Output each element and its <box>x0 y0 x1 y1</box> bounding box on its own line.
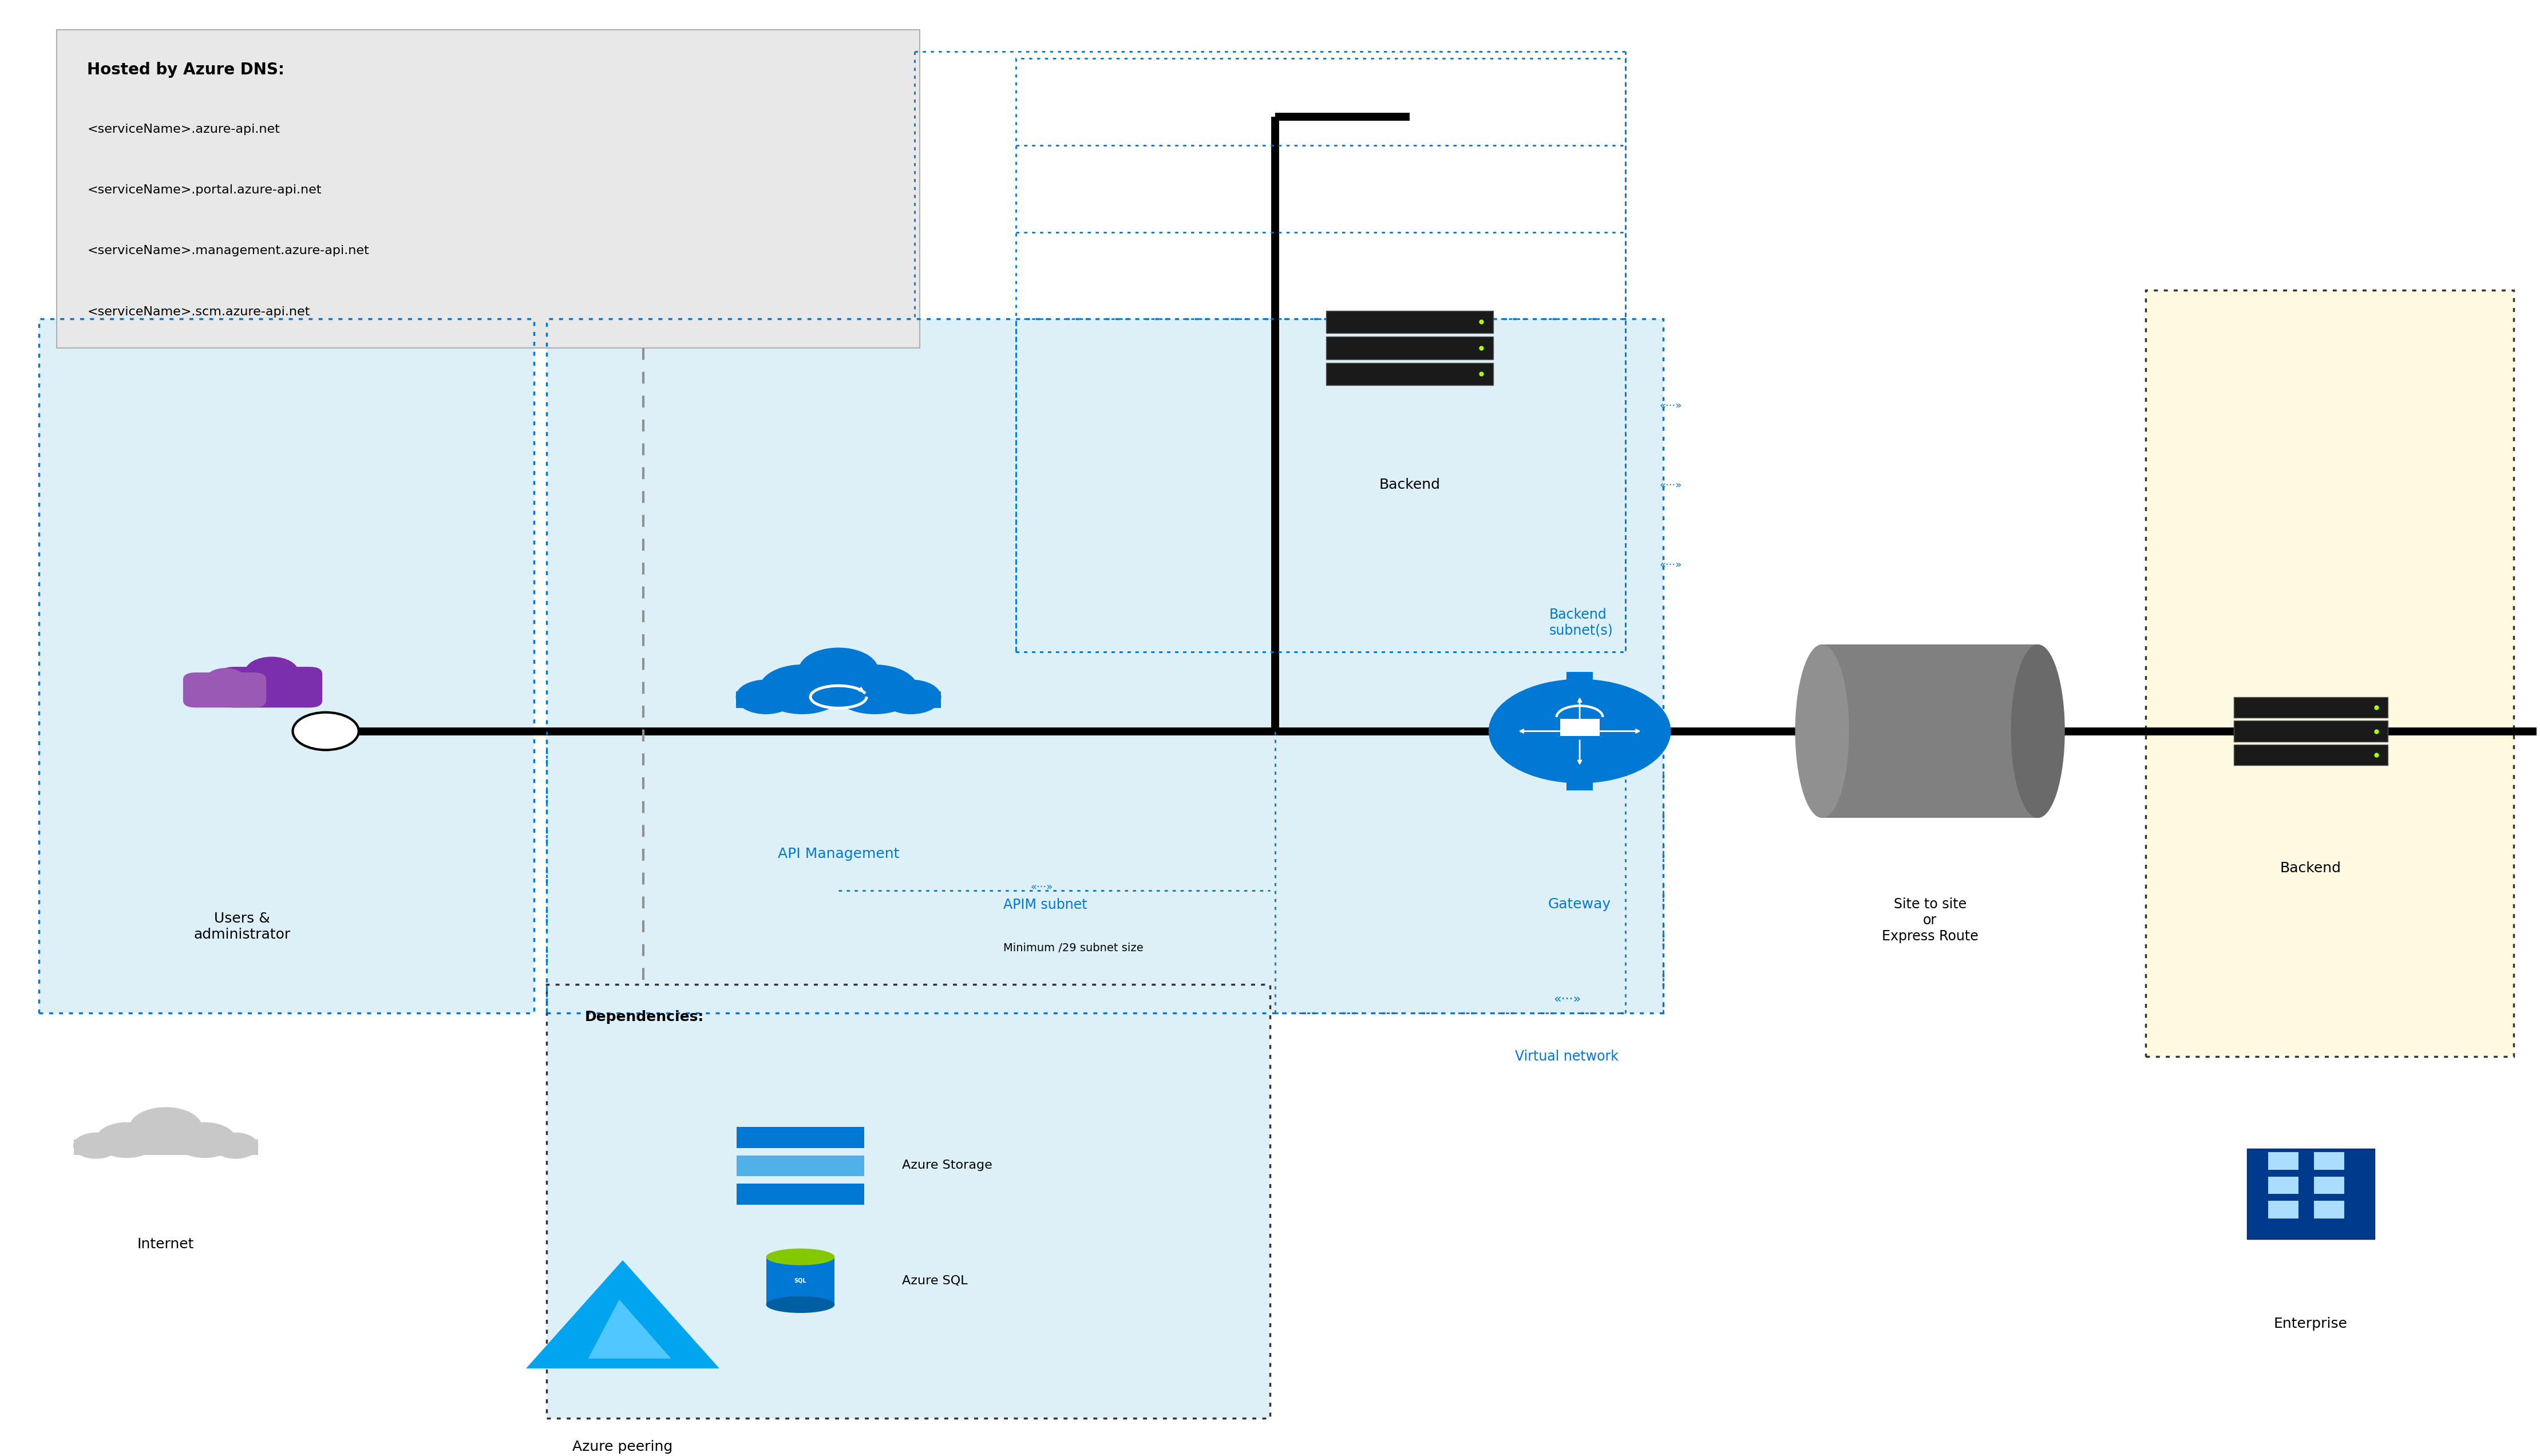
Text: Users &
administrator: Users & administrator <box>193 911 290 942</box>
FancyBboxPatch shape <box>2314 1176 2344 1194</box>
Circle shape <box>175 1123 236 1158</box>
FancyBboxPatch shape <box>1326 336 1494 360</box>
Text: Azure SQL: Azure SQL <box>902 1275 968 1287</box>
FancyBboxPatch shape <box>2235 697 2388 718</box>
Circle shape <box>737 680 795 713</box>
Circle shape <box>1488 680 1671 783</box>
FancyBboxPatch shape <box>737 1184 864 1204</box>
FancyBboxPatch shape <box>2235 721 2388 741</box>
Circle shape <box>800 648 879 693</box>
Text: Backend
subnet(s): Backend subnet(s) <box>1549 607 1613 638</box>
Text: Site to site
or
Express Route: Site to site or Express Route <box>1882 897 1979 943</box>
Text: Azure Storage: Azure Storage <box>902 1159 993 1171</box>
Circle shape <box>130 1108 203 1149</box>
FancyBboxPatch shape <box>737 692 940 708</box>
FancyBboxPatch shape <box>2235 744 2388 766</box>
Polygon shape <box>526 1261 719 1369</box>
FancyBboxPatch shape <box>767 1257 836 1305</box>
Text: SQL: SQL <box>795 1278 808 1284</box>
Ellipse shape <box>2012 645 2065 818</box>
Text: Virtual network: Virtual network <box>1516 1050 1618 1063</box>
Text: Backend: Backend <box>1379 478 1440 492</box>
Text: Dependencies:: Dependencies: <box>584 1010 704 1024</box>
FancyBboxPatch shape <box>1567 671 1593 687</box>
FancyBboxPatch shape <box>2268 1152 2299 1169</box>
FancyBboxPatch shape <box>1560 719 1600 735</box>
Text: <serviceName>.scm.azure-api.net: <serviceName>.scm.azure-api.net <box>86 306 310 317</box>
FancyBboxPatch shape <box>1821 645 2037 818</box>
Ellipse shape <box>767 1296 836 1313</box>
FancyBboxPatch shape <box>546 984 1270 1418</box>
Text: <serviceName>.portal.azure-api.net: <serviceName>.portal.azure-api.net <box>86 185 323 197</box>
Text: «···»: «···» <box>1659 400 1681 411</box>
Text: <serviceName>.management.azure-api.net: <serviceName>.management.azure-api.net <box>86 245 368 256</box>
FancyBboxPatch shape <box>38 319 533 1013</box>
Text: Gateway: Gateway <box>1549 897 1610 911</box>
Circle shape <box>97 1123 157 1158</box>
FancyBboxPatch shape <box>737 1155 864 1176</box>
FancyBboxPatch shape <box>183 673 267 708</box>
FancyBboxPatch shape <box>2314 1152 2344 1169</box>
FancyBboxPatch shape <box>2314 1201 2344 1219</box>
Text: Hosted by Azure DNS:: Hosted by Azure DNS: <box>86 61 284 77</box>
Text: «···»: «···» <box>1031 882 1052 893</box>
Text: «···»: «···» <box>1659 480 1681 491</box>
Polygon shape <box>589 1300 671 1358</box>
Circle shape <box>881 680 940 713</box>
Text: Internet: Internet <box>137 1238 193 1251</box>
Text: APIM subnet: APIM subnet <box>1003 898 1087 911</box>
FancyBboxPatch shape <box>1567 776 1593 791</box>
Circle shape <box>213 1133 259 1159</box>
FancyBboxPatch shape <box>74 1139 259 1155</box>
FancyBboxPatch shape <box>2248 1149 2375 1239</box>
Circle shape <box>74 1133 119 1159</box>
FancyBboxPatch shape <box>221 667 323 708</box>
FancyBboxPatch shape <box>1326 363 1494 386</box>
FancyBboxPatch shape <box>546 319 1664 1013</box>
FancyBboxPatch shape <box>2268 1176 2299 1194</box>
Text: <serviceName>.azure-api.net: <serviceName>.azure-api.net <box>86 124 279 135</box>
Text: «···»: «···» <box>1552 993 1580 1005</box>
Ellipse shape <box>767 1249 836 1265</box>
FancyBboxPatch shape <box>2268 1201 2299 1219</box>
FancyBboxPatch shape <box>1326 310 1494 333</box>
Text: Minimum /29 subnet size: Minimum /29 subnet size <box>1003 942 1143 954</box>
Circle shape <box>833 665 917 713</box>
Ellipse shape <box>1796 645 1849 818</box>
Text: Backend: Backend <box>2281 862 2342 875</box>
Circle shape <box>292 712 358 750</box>
FancyBboxPatch shape <box>2146 290 2515 1057</box>
Text: Enterprise: Enterprise <box>2273 1316 2347 1331</box>
Text: API Management: API Management <box>777 847 899 860</box>
FancyBboxPatch shape <box>56 29 919 348</box>
Circle shape <box>246 657 297 687</box>
Text: «···»: «···» <box>1659 559 1681 569</box>
FancyBboxPatch shape <box>737 1127 864 1147</box>
Circle shape <box>206 668 246 692</box>
Text: Azure peering: Azure peering <box>572 1440 673 1453</box>
Circle shape <box>759 665 846 713</box>
